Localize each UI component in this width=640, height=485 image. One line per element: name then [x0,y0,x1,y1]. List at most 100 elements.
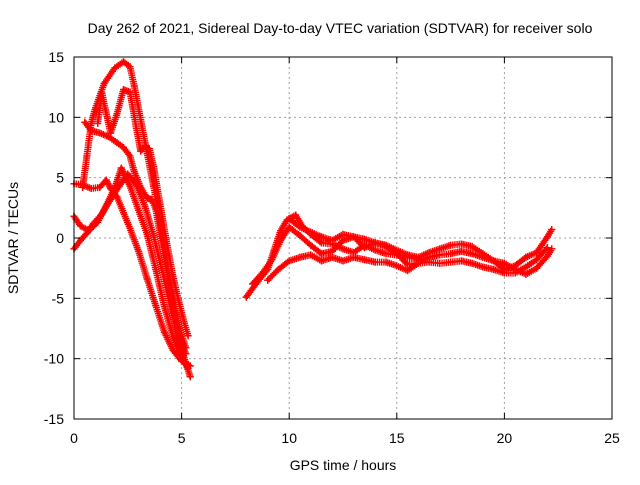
data-point [292,211,300,219]
data-point [264,276,272,284]
data-point [98,89,106,97]
data-point [100,80,108,88]
data-point [285,257,293,265]
chart-title: Day 262 of 2021, Sidereal Day-to-day VTE… [88,20,593,36]
y-tick-label: 10 [48,109,64,125]
data-point [119,209,127,217]
data-point [393,246,401,254]
data-point [339,236,347,244]
data-point [126,88,134,96]
data-point [457,247,465,255]
y-tick-label: -10 [44,351,64,367]
data-point [107,129,115,137]
data-point [150,163,158,171]
data-point [113,193,121,201]
data-point [184,332,192,340]
data-point [178,357,186,365]
data-point [130,168,138,176]
data-point [143,194,151,202]
y-tick-label: 0 [56,230,64,246]
data-point [393,262,401,270]
data-point [141,203,149,211]
data-point [425,253,433,261]
data-point [169,333,177,341]
data-point [126,182,134,190]
data-point [548,226,556,234]
x-tick-label: 20 [497,430,513,446]
data-point [543,244,551,252]
data-point [468,250,476,258]
data-point [143,230,151,238]
data-point [361,244,369,252]
data-point [414,257,422,265]
x-tick-label: 5 [178,430,186,446]
data-point [169,346,177,354]
y-tick-label: -15 [44,411,64,427]
data-point [457,257,465,265]
data-point [350,253,358,261]
data-point [102,201,110,209]
data-point [490,265,498,273]
data-point [447,258,455,266]
data-point [113,139,121,147]
data-point [150,232,158,240]
data-point [404,261,412,269]
data-point [94,218,102,226]
data-point [371,239,379,247]
data-point [511,265,519,273]
data-series [81,118,190,358]
data-point [94,119,102,127]
data-point [186,373,194,381]
x-tick-label: 15 [389,430,405,446]
data-point [404,267,412,275]
data-point [328,247,336,255]
data-point [382,250,390,258]
data-point [548,245,556,253]
data-point [132,124,140,132]
data-point [361,256,369,264]
data-point [87,127,95,135]
data-point [135,247,143,255]
data-point [339,230,347,238]
data-point [186,362,194,370]
data-point [135,206,143,214]
data-point [296,223,304,231]
data-point [522,263,530,271]
data-point [249,280,257,288]
data-point [533,264,541,272]
data-point [328,236,336,244]
x-tick-label: 25 [604,430,620,446]
data-point [500,265,508,273]
data-point [447,241,455,249]
data-point [317,239,325,247]
data-point [285,215,293,223]
data-point [522,253,530,261]
data-point [468,259,476,267]
data-point [533,248,541,256]
data-point [126,63,134,71]
data-point [81,118,89,126]
data-point [268,256,276,264]
data-point [382,241,390,249]
data-point [96,129,104,137]
data-point [119,86,127,94]
data-point [277,236,285,244]
data-point [175,333,183,341]
data-point [307,251,315,259]
data-point [178,309,186,317]
data-point [339,245,347,253]
data-point [147,195,155,203]
x-tick-label: 0 [70,430,78,446]
data-point [152,302,160,310]
data-point [126,152,134,160]
data-point [169,302,177,310]
data-point [436,245,444,253]
data-point [382,258,390,266]
data-point [500,259,508,267]
data-point [543,233,551,241]
data-point [490,257,498,265]
data-point [468,242,476,250]
data-point [76,236,84,244]
data-point [307,228,315,236]
